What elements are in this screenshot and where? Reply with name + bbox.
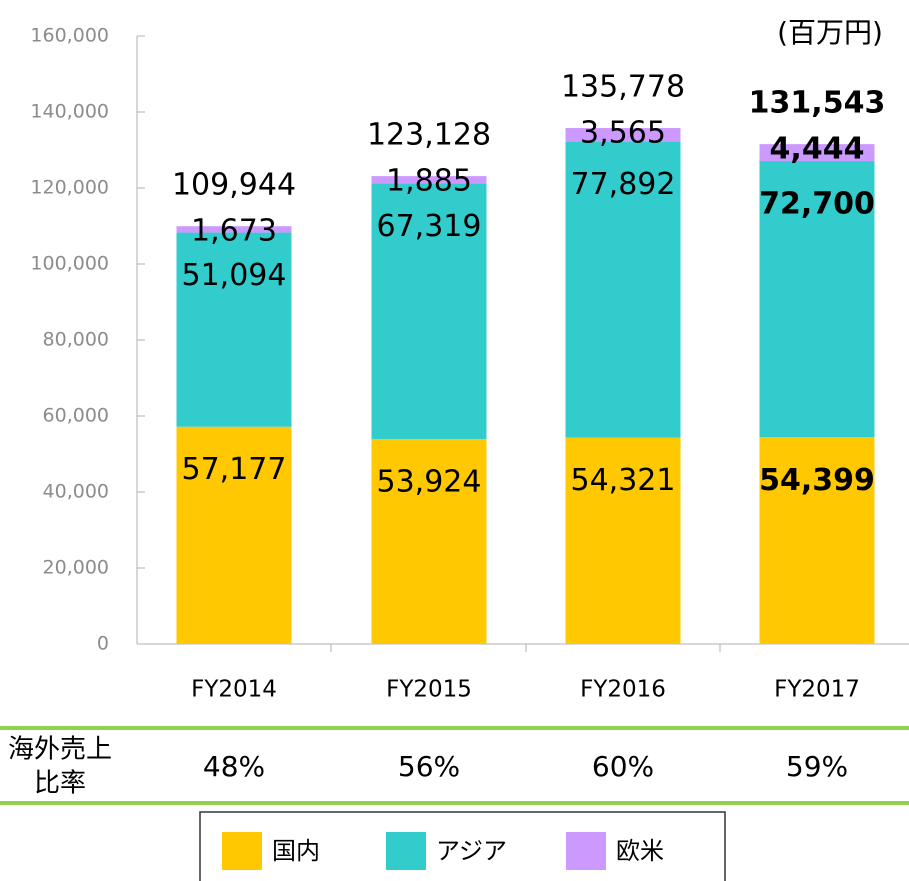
y-tick-label: 160,000 — [30, 25, 109, 47]
bar-segment — [759, 144, 875, 162]
value-label: 51,094 — [182, 258, 287, 293]
total-label: 123,128 — [367, 118, 491, 153]
bar-segment — [565, 128, 681, 142]
value-label: 57,177 — [182, 452, 287, 487]
value-label: 53,924 — [377, 465, 482, 500]
legend-swatch — [386, 832, 426, 870]
bar-segment — [565, 141, 681, 438]
y-tick-label: 140,000 — [30, 101, 109, 123]
bar-segment — [371, 183, 487, 440]
bar-segment — [371, 439, 487, 644]
legend-label: アジア — [436, 837, 507, 865]
ratio-value: 48% — [203, 750, 265, 783]
value-label: 3,565 — [580, 116, 666, 151]
bar-segment — [176, 426, 292, 644]
legend-swatch — [566, 832, 606, 870]
value-label: 67,319 — [377, 209, 482, 244]
legend-box — [199, 811, 726, 881]
y-tick-label: 80,000 — [43, 329, 109, 351]
x-tick-label: FY2016 — [580, 677, 666, 703]
value-label: 54,399 — [759, 463, 875, 498]
value-label: 72,700 — [759, 187, 875, 222]
ratio-value: 56% — [398, 750, 460, 783]
legend-label: 欧米 — [616, 837, 664, 865]
total-label: 135,778 — [561, 70, 685, 105]
value-label: 54,321 — [571, 463, 676, 498]
bar-segment — [565, 437, 681, 644]
bar-segment — [371, 176, 487, 184]
x-tick-label: FY2015 — [386, 677, 472, 703]
y-tick-label: 100,000 — [30, 253, 109, 275]
ratio-value: 59% — [786, 750, 848, 783]
total-label: 131,543 — [749, 86, 886, 121]
value-label: 1,885 — [386, 164, 472, 199]
ratio-value: 60% — [592, 750, 654, 783]
legend-label: 国内 — [272, 837, 320, 865]
y-tick-label: 120,000 — [30, 177, 109, 199]
value-label: 1,673 — [191, 214, 277, 249]
bar-segment — [176, 226, 292, 233]
legend-swatch — [222, 832, 262, 870]
row-label: 海外売上 — [8, 735, 112, 765]
total-label: 109,944 — [172, 168, 296, 203]
y-tick-label: 20,000 — [43, 557, 109, 579]
x-tick-label: FY2014 — [191, 677, 277, 703]
value-label: 77,892 — [571, 167, 676, 202]
unit-label: (百万円) — [777, 16, 883, 49]
bar-segment — [759, 437, 875, 644]
bar-segment — [176, 232, 292, 427]
y-tick-label: 60,000 — [43, 405, 109, 427]
bar-segment — [759, 161, 875, 438]
value-label: 4,444 — [770, 132, 865, 167]
y-tick-label: 0 — [97, 633, 109, 655]
y-tick-label: 40,000 — [43, 481, 109, 503]
x-tick-label: FY2017 — [774, 677, 860, 703]
row-label: 比率 — [34, 769, 86, 799]
